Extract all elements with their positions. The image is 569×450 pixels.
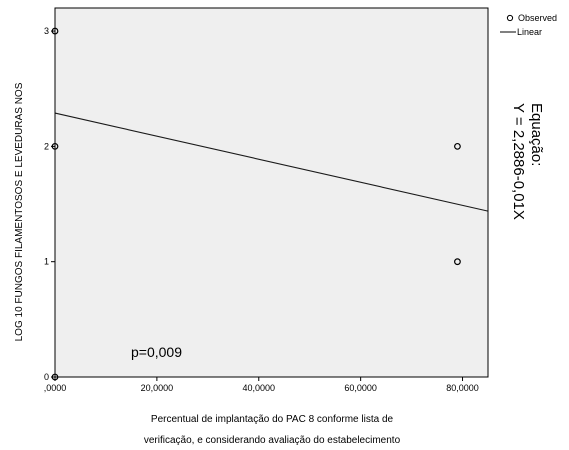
p-value-annotation: p=0,009 (131, 344, 182, 360)
equation-label: Equação: (528, 103, 545, 166)
y-tick-label: 1 (44, 257, 49, 267)
x-axis-title-line1: Percentual de implantação do PAC 8 confo… (151, 414, 394, 425)
plot-background (55, 8, 488, 377)
legend-linear-label: Linear (517, 27, 542, 37)
x-tick-label: 80,0000 (446, 383, 479, 393)
equation-formula: Y = 2,2886-0,01X (510, 103, 527, 220)
x-axis-title-line2: verificação, e considerando avaliação do… (144, 435, 401, 446)
plot-frame (54, 7, 489, 378)
y-tick-label: 2 (44, 141, 49, 151)
x-tick-label: ,0000 (44, 383, 67, 393)
legend-observed-label: Observed (518, 13, 557, 23)
x-tick-label: 40,0000 (242, 383, 275, 393)
linear-fit-line (54, 112, 489, 212)
x-axis-ticks: ,0000 20,0000 40,0000 60,0000 80,0000 (44, 377, 479, 393)
y-tick-label: 0 (44, 372, 49, 382)
legend: Observed Linear (500, 13, 557, 37)
data-point (454, 142, 461, 150)
x-tick-label: 60,0000 (344, 383, 377, 393)
legend-observed-marker (506, 14, 514, 22)
data-point (454, 258, 461, 266)
y-axis-ticks: 0 1 2 3 (44, 26, 55, 382)
y-axis-title: LOG 10 FUNGOS FILAMENTOSOS E LEVEDURAS N… (14, 82, 25, 341)
y-tick-label: 3 (44, 26, 49, 36)
x-tick-label: 20,0000 (141, 383, 174, 393)
